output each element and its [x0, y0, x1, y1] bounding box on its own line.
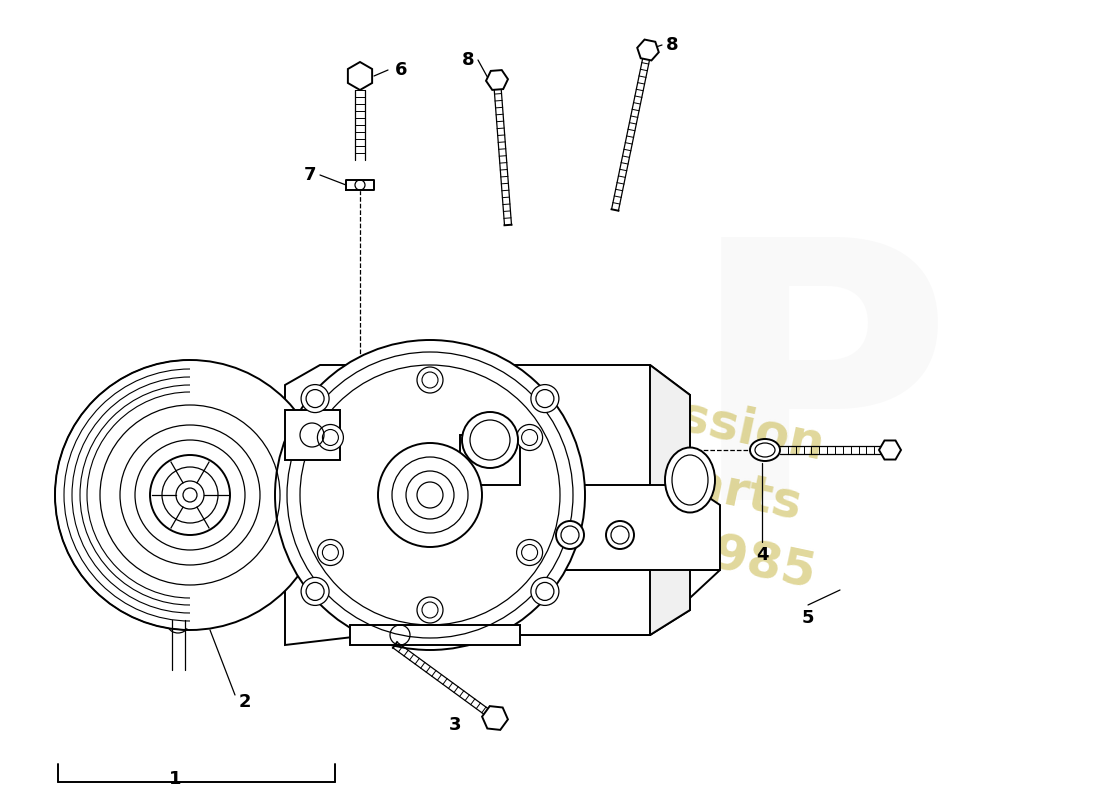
- Polygon shape: [285, 410, 340, 460]
- Circle shape: [150, 455, 230, 535]
- Circle shape: [318, 539, 343, 566]
- Polygon shape: [460, 435, 520, 485]
- Text: 8: 8: [462, 51, 474, 69]
- Circle shape: [517, 425, 542, 450]
- Text: a passion
for parts
since 1985: a passion for parts since 1985: [514, 363, 846, 597]
- Circle shape: [318, 425, 343, 450]
- Text: 7: 7: [304, 166, 317, 184]
- Text: 4: 4: [756, 546, 768, 564]
- Circle shape: [301, 578, 329, 606]
- Polygon shape: [482, 706, 508, 730]
- Circle shape: [462, 412, 518, 468]
- Polygon shape: [346, 180, 374, 190]
- Circle shape: [556, 521, 584, 549]
- Text: 8: 8: [666, 36, 679, 54]
- Circle shape: [531, 385, 559, 413]
- Polygon shape: [370, 570, 720, 635]
- Circle shape: [406, 471, 454, 519]
- Polygon shape: [350, 625, 520, 645]
- Circle shape: [176, 481, 204, 509]
- Circle shape: [531, 578, 559, 606]
- Text: 3: 3: [449, 716, 461, 734]
- Polygon shape: [486, 70, 508, 90]
- Text: P: P: [688, 226, 953, 574]
- Circle shape: [120, 425, 260, 565]
- Polygon shape: [440, 485, 720, 570]
- Circle shape: [517, 539, 542, 566]
- Circle shape: [606, 521, 634, 549]
- Polygon shape: [348, 62, 372, 90]
- Polygon shape: [637, 39, 659, 61]
- Ellipse shape: [666, 447, 715, 513]
- Text: 6: 6: [395, 61, 407, 79]
- Circle shape: [417, 597, 443, 623]
- Circle shape: [378, 443, 482, 547]
- Polygon shape: [650, 365, 690, 635]
- Circle shape: [417, 367, 443, 393]
- Circle shape: [55, 360, 324, 630]
- Circle shape: [275, 340, 585, 650]
- Text: 1: 1: [168, 770, 182, 788]
- Polygon shape: [879, 441, 901, 459]
- Circle shape: [301, 385, 329, 413]
- Text: 5: 5: [802, 609, 814, 627]
- Text: 2: 2: [239, 693, 251, 711]
- Ellipse shape: [750, 439, 780, 461]
- Polygon shape: [285, 365, 690, 645]
